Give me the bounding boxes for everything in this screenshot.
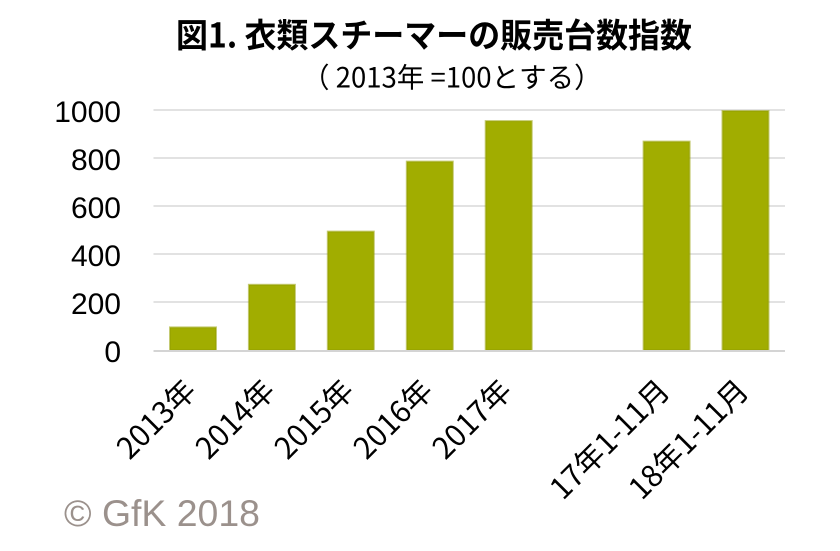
svg-text:200: 200 (71, 288, 121, 321)
svg-text:800: 800 (71, 144, 121, 177)
svg-text:1000: 1000 (54, 96, 121, 129)
svg-text:© GfK 2018: © GfK 2018 (64, 492, 260, 534)
svg-text:0: 0 (104, 336, 121, 369)
svg-text:600: 600 (71, 192, 121, 225)
svg-text:400: 400 (71, 240, 121, 273)
